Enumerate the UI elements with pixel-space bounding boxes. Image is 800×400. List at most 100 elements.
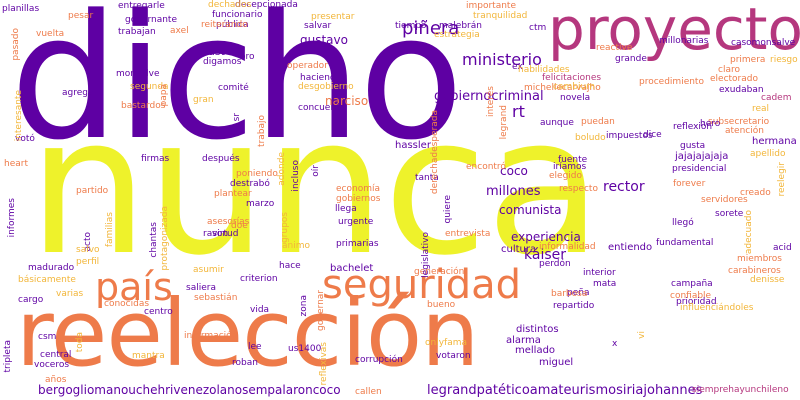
word: tranquilidad: [473, 11, 528, 21]
word: reelección: [16, 280, 479, 387]
word: conocidas: [104, 299, 150, 309]
word: trabajo: [257, 115, 267, 147]
word: coco: [500, 164, 528, 178]
word: encontró: [466, 162, 506, 172]
word: digamos: [203, 57, 242, 67]
word: piñera: [402, 18, 460, 39]
word: papá: [159, 84, 169, 107]
word: vuelta: [36, 29, 65, 39]
word: planillas: [2, 4, 40, 14]
word: millonarias: [659, 36, 709, 46]
word: gusta: [680, 141, 706, 151]
word: onlyfama: [425, 338, 468, 348]
word: peña: [567, 288, 590, 298]
word: proyecto: [548, 0, 800, 63]
word: votó: [15, 134, 35, 144]
word: ministerio: [462, 50, 542, 69]
word: hero: [700, 119, 721, 129]
word: generación: [414, 267, 465, 277]
word: acid: [773, 243, 792, 253]
word: mantra: [132, 351, 165, 361]
word: ctm: [529, 23, 547, 33]
word: poniendo: [236, 169, 278, 179]
word: gobiernocriminal: [434, 89, 544, 104]
word: agrega: [62, 88, 94, 98]
word: madurado: [28, 263, 75, 273]
word: dicho: [10, 0, 464, 178]
word: mata: [593, 279, 617, 289]
word: comité: [218, 83, 249, 93]
word: rason: [203, 229, 229, 239]
word: interior: [583, 268, 616, 278]
word: grupos: [280, 212, 290, 244]
word: bachelet: [330, 263, 374, 274]
word: reflexión: [673, 122, 713, 132]
word: campaña: [671, 279, 713, 289]
word: trabajan: [118, 27, 156, 37]
word: tanta: [415, 173, 439, 183]
word: pesar: [68, 11, 94, 21]
word: heart: [4, 159, 28, 169]
word: adonde: [277, 152, 287, 186]
word: csm: [38, 332, 57, 342]
word: entiendo: [608, 242, 653, 253]
word: respecto: [559, 184, 598, 194]
word: felicitaciones: [542, 73, 602, 83]
word: sr: [232, 113, 242, 122]
word: atención: [725, 126, 764, 136]
word: votaron: [436, 351, 471, 361]
word: presidencial: [672, 164, 727, 174]
word: hassler: [395, 140, 431, 151]
word: rt: [512, 102, 525, 121]
word: primarias: [336, 239, 379, 249]
word: lee: [248, 342, 262, 352]
word: creado: [740, 188, 771, 198]
word: tripleta: [3, 340, 13, 373]
word: decepcionada: [235, 0, 298, 10]
word: jajajajajaja: [675, 151, 729, 162]
word: corrupción: [355, 355, 403, 365]
word: estrategia: [434, 30, 480, 40]
word: ex: [512, 62, 523, 72]
word: reiterando: [201, 20, 248, 30]
word: toda: [75, 332, 85, 353]
word: cadem: [761, 93, 792, 103]
word: electorado: [710, 74, 758, 84]
word: oír: [311, 165, 321, 177]
word: subsecretario: [708, 117, 770, 127]
word: gran: [193, 95, 214, 105]
word: riesgo: [770, 55, 798, 65]
word: virtud: [212, 229, 239, 239]
word: voceros: [34, 360, 70, 370]
word: sebastián: [194, 293, 238, 303]
word: roban: [232, 358, 258, 368]
word: llegó: [672, 218, 694, 228]
word: puedan: [581, 117, 615, 127]
word: interés: [486, 86, 496, 117]
word: servidores: [701, 195, 748, 205]
word: experiencia: [511, 230, 581, 244]
word: destrabó: [230, 179, 270, 189]
word: firmas: [141, 154, 170, 164]
word: pública: [216, 20, 249, 30]
word: reactive: [596, 43, 633, 53]
word: grande: [615, 54, 647, 64]
word: vi: [637, 331, 647, 339]
word: real: [752, 104, 770, 114]
word: funcionario: [212, 10, 263, 20]
word: nunca: [28, 76, 602, 297]
word: primera: [730, 55, 766, 65]
word: káiser: [524, 247, 566, 263]
word: dechados: [208, 0, 252, 10]
word: michellecarvajho: [524, 83, 601, 93]
word: economía: [336, 184, 380, 194]
word: cambium: [553, 82, 595, 92]
word: oro: [240, 52, 255, 62]
word: carabineros: [728, 266, 781, 276]
word: novela: [560, 93, 591, 103]
word: llega: [335, 204, 357, 214]
word: influenciándoles: [680, 303, 754, 313]
word: cargo: [18, 295, 44, 305]
word: impuestos: [606, 131, 653, 141]
